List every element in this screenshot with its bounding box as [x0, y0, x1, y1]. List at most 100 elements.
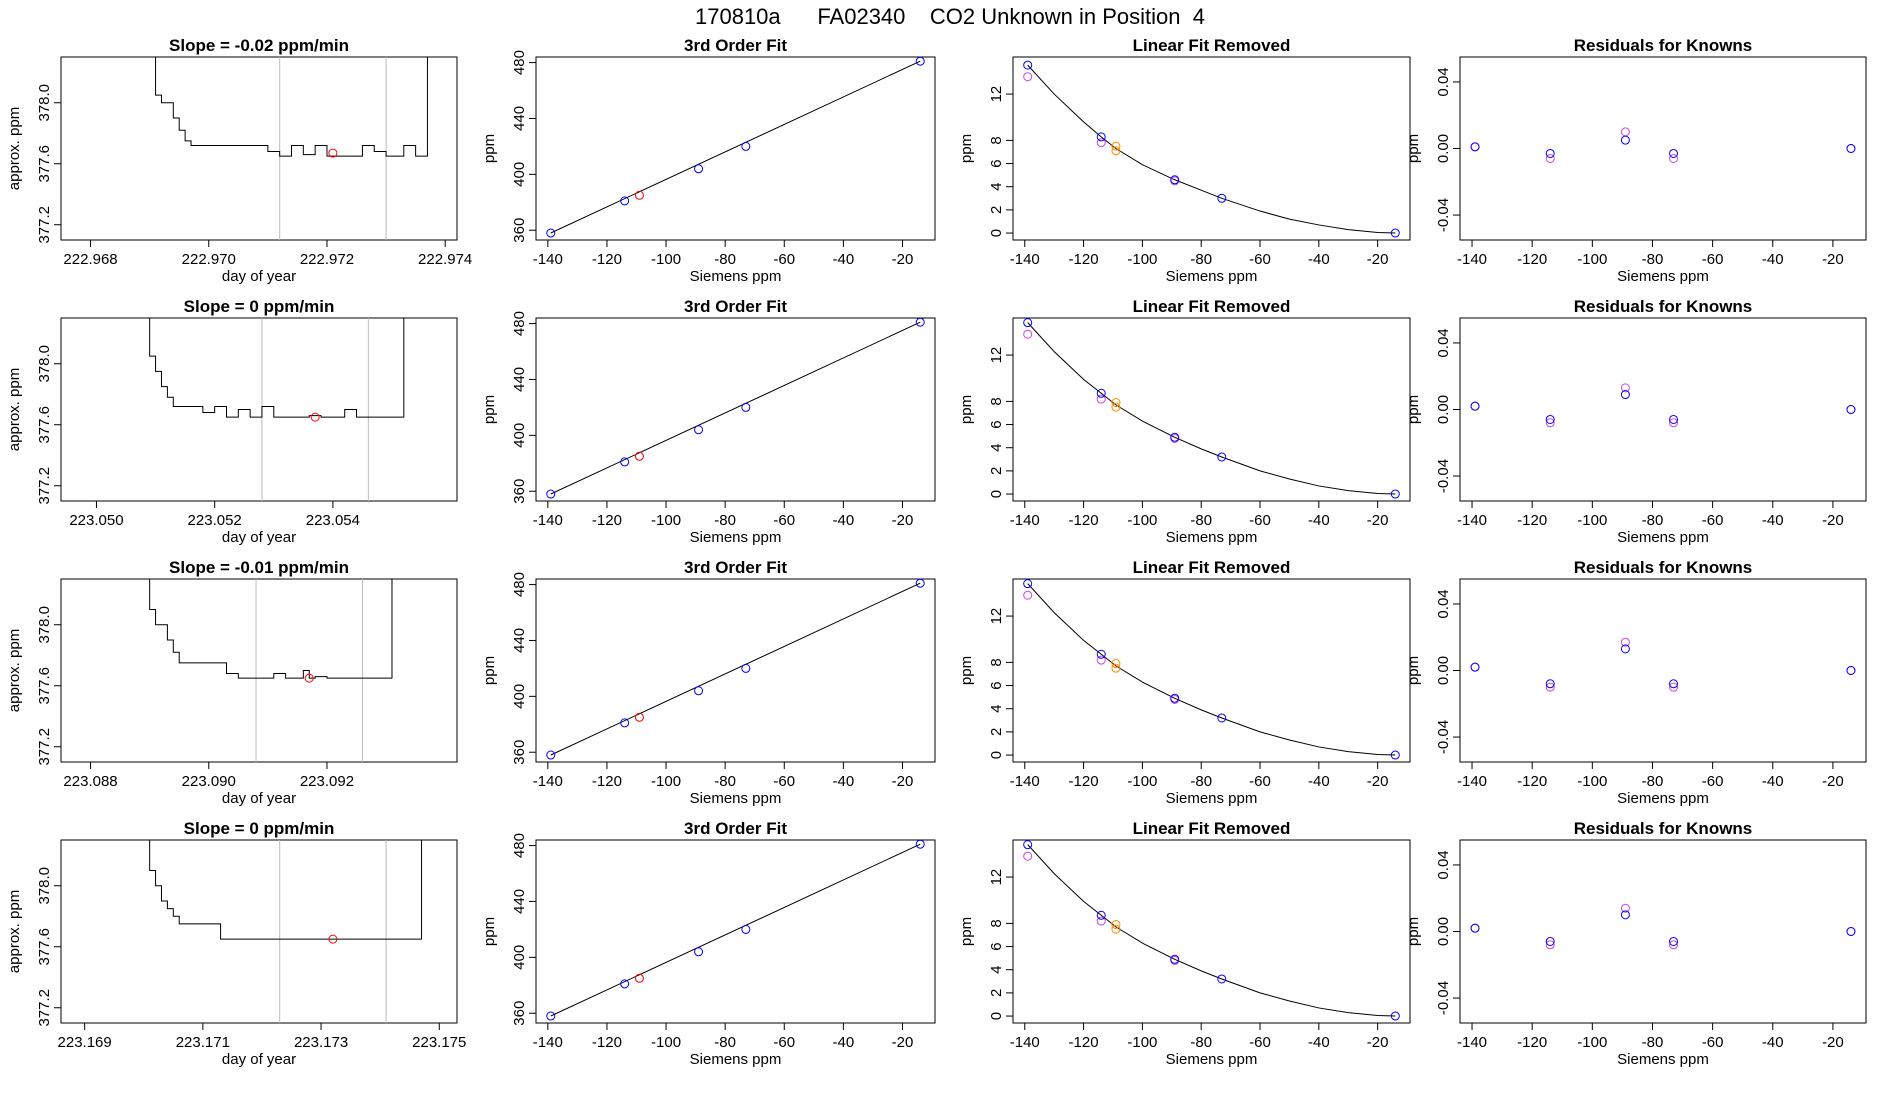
y-tick-label: 440 [511, 106, 528, 131]
fit-curve [550, 321, 921, 495]
chart-title: 3rd Order Fit [684, 36, 787, 55]
secondary-point [1096, 655, 1106, 665]
x-tick-label: -40 [1762, 773, 1784, 790]
known-point [1170, 954, 1180, 964]
plot-frame [60, 56, 458, 241]
x-tick-label: -100 [1127, 1034, 1157, 1051]
known-point [1846, 144, 1856, 153]
fit-curve [550, 582, 921, 756]
y-tick-label: 4 [988, 705, 1005, 713]
plot-data [149, 57, 428, 240]
x-tick-label: -80 [1642, 512, 1664, 529]
x-tick-label: -140 [1457, 512, 1487, 529]
x-axis-label: Siemens ppm [1617, 790, 1709, 807]
x-tick-label: 222.972 [300, 251, 354, 268]
x-tick-label: -100 [651, 251, 681, 268]
y-tick-label: 4 [988, 183, 1005, 191]
x-tick-label: -60 [1702, 1034, 1724, 1051]
y-tick-label: -0.04 [1435, 981, 1452, 1015]
x-axis-label: day of year [222, 1051, 296, 1068]
x-tick-label: -60 [773, 1034, 795, 1051]
chart-panel-linear-removed-2: Linear Fit Removed -140 -120 -100 -80 -60 -40 -… [958, 558, 1411, 807]
y-tick-label: 360 [511, 1001, 528, 1026]
y-tick-label: 378.0 [36, 867, 53, 905]
known-point [1096, 910, 1106, 920]
y-axis-label: ppm [481, 395, 498, 424]
known-point [1545, 936, 1555, 946]
y-tick-label: 2 [988, 467, 1005, 475]
x-tick-label: -40 [1308, 773, 1330, 790]
x-tick-label: -80 [714, 512, 736, 529]
x-tick-label: -120 [592, 773, 622, 790]
y-axis-label: ppm [481, 656, 498, 685]
known-point [1023, 60, 1033, 70]
x-tick-label: -120 [1069, 1034, 1099, 1051]
x-tick-label: -140 [533, 773, 563, 790]
y-tick-label: 6 [988, 942, 1005, 950]
page-title: 170810a FA02340 CO2 Unknown in Position … [695, 4, 1205, 29]
known-point [546, 228, 556, 238]
y-tick-label: 480 [511, 572, 528, 597]
x-tick-label: -40 [1762, 251, 1784, 268]
y-tick-label: 480 [511, 833, 528, 858]
known-point [1390, 750, 1400, 760]
x-axis-label: Siemens ppm [1166, 268, 1258, 285]
x-axis-label: day of year [222, 790, 296, 807]
y-tick-label: 378.0 [36, 345, 53, 383]
y-tick-label: 12 [988, 608, 1005, 625]
y-tick-label: 0.04 [1435, 850, 1452, 879]
x-axis-label: Siemens ppm [690, 1051, 782, 1068]
chart-title: Residuals for Knowns [1574, 297, 1753, 316]
secondary-point [1669, 418, 1679, 428]
y-tick-label: 8 [988, 919, 1005, 927]
y-axis-label: approx. ppm [6, 107, 23, 190]
x-tick-label: -100 [1577, 251, 1607, 268]
x-tick-label: -40 [1308, 512, 1330, 529]
y-tick-label: -0.04 [1435, 459, 1452, 493]
secondary-point [1669, 940, 1679, 950]
plot-frame [1459, 317, 1867, 502]
chart-panel-timeseries-3: Slope = 0 ppm/min 223.169 223.171 223.173 22… [6, 819, 466, 1068]
x-tick-label: -120 [1517, 512, 1547, 529]
chart-panel-residuals-1: Residuals for Knowns -140 -120 -100 -80 -60 -4… [1405, 297, 1867, 546]
known-point [546, 489, 556, 499]
known-point [1170, 432, 1180, 442]
unknown-point [1111, 146, 1121, 156]
y-tick-label: 0.00 [1435, 395, 1452, 424]
y-tick-label: 0.04 [1435, 328, 1452, 357]
x-tick-label: -80 [1642, 773, 1664, 790]
secondary-point [1620, 903, 1630, 913]
y-axis-label: ppm [481, 134, 498, 163]
plot-data [1470, 127, 1856, 163]
y-tick-label: 400 [511, 162, 528, 187]
x-axis-label: day of year [222, 268, 296, 285]
unknown-point [1111, 663, 1121, 673]
y-tick-label: 8 [988, 136, 1005, 144]
chart-panel-residuals-0: Residuals for Knowns -140 -120 -100 -80 -60 -4… [1405, 36, 1867, 285]
known-point [1620, 135, 1630, 145]
known-point [1023, 318, 1033, 328]
known-point [915, 579, 925, 588]
y-tick-label: 440 [511, 889, 528, 914]
x-tick-label: -60 [1249, 1034, 1271, 1051]
chart-title: Linear Fit Removed [1133, 36, 1291, 55]
unknown-point [1111, 402, 1121, 412]
x-tick-label: -20 [892, 251, 914, 268]
known-point [1669, 936, 1679, 946]
chart-panel-timeseries-1: Slope = 0 ppm/min 223.050 223.052 223.054 da… [6, 297, 458, 546]
plot-data [1023, 840, 1400, 1021]
x-tick-label: -80 [1642, 251, 1664, 268]
y-tick-label: 480 [511, 50, 528, 75]
known-point [694, 947, 704, 957]
x-tick-label: -20 [1822, 251, 1844, 268]
chart-title: 3rd Order Fit [684, 558, 787, 577]
secondary-point [1096, 138, 1106, 148]
y-tick-label: 360 [511, 740, 528, 765]
known-point [741, 141, 751, 151]
x-tick-label: 223.092 [300, 773, 354, 790]
plot-data [143, 840, 423, 1023]
plot-data [1470, 383, 1856, 428]
chart-panel-linear-removed-3: Linear Fit Removed -140 -120 -100 -80 -60 -40 -… [958, 819, 1411, 1068]
fit-curve [1027, 844, 1396, 1017]
plot-frame [535, 317, 936, 502]
